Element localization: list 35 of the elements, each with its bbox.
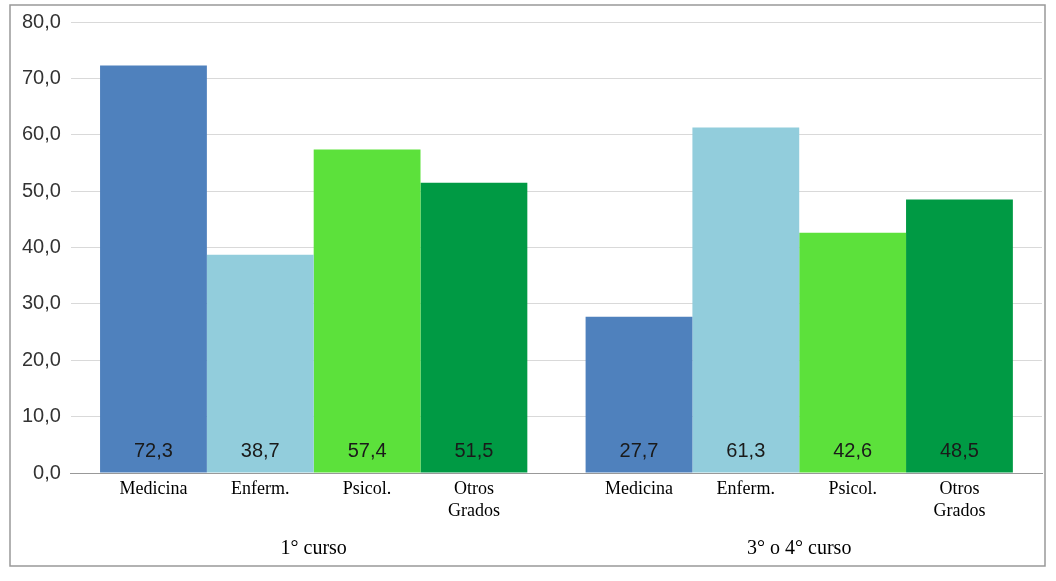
series-label: Enferm.: [231, 477, 290, 498]
text: Otros Grados: [933, 477, 986, 520]
y-tick-label: 60,0: [21, 122, 61, 145]
series-label: Medicina: [119, 477, 188, 498]
bar: [585, 316, 693, 473]
data-label: 61,3: [726, 438, 766, 461]
data-label: 38,7: [240, 438, 280, 461]
y-tick-label: 50,0: [21, 178, 61, 201]
text: Medicina: [605, 477, 673, 498]
y-tick-label: 30,0: [21, 291, 61, 314]
bar: [206, 254, 314, 473]
bar: [100, 65, 207, 473]
y-tick-label: 0,0: [33, 460, 61, 483]
bar: [313, 149, 421, 473]
bar: [906, 199, 1013, 473]
data-label: 51,5: [454, 438, 494, 461]
data-label: 42,6: [833, 438, 873, 461]
y-tick-label: 70,0: [21, 65, 61, 88]
series-label: Otros Grados: [447, 477, 500, 520]
data-label: 72,3: [134, 438, 173, 461]
y-tick-label: 80,0: [21, 9, 61, 32]
bar: [799, 232, 907, 473]
y-tick-label: 20,0: [21, 347, 61, 370]
y-tick-label: 40,0: [21, 235, 61, 258]
y-tick-label: 10,0: [21, 404, 61, 427]
bar: [420, 182, 528, 473]
data-label: 48,5: [939, 438, 979, 461]
text: Enferm.: [716, 477, 776, 498]
bar: [692, 127, 800, 473]
data-label: 57,4: [347, 438, 387, 461]
x-tick-label: 1° curso: [280, 536, 347, 559]
series-label: Psicol.: [342, 477, 392, 498]
x-tick-label: 3° o 4° curso: [747, 536, 852, 559]
data-label: 27,7: [619, 438, 659, 461]
text: Psicol.: [828, 477, 877, 498]
